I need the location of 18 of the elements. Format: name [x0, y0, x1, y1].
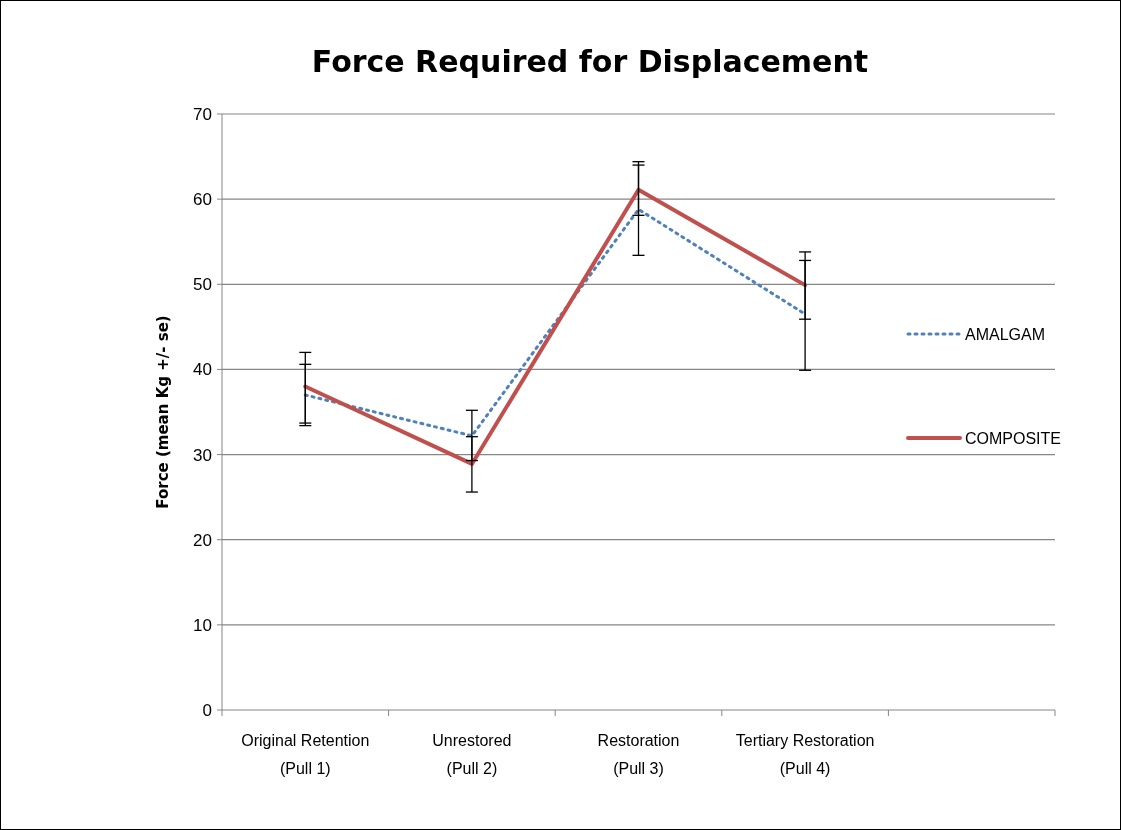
- legend-label: COMPOSITE: [965, 429, 1062, 447]
- x-tick-label: Tertiary Restoration (Pull 4): [735, 732, 875, 777]
- y-tick-label: 10: [193, 615, 212, 635]
- y-axis-title: Force (mean Kg +/- se): [154, 315, 172, 509]
- y-tick-label: 60: [193, 190, 212, 210]
- y-tick-label: 0: [202, 700, 212, 720]
- y-tick-label: 20: [193, 530, 212, 550]
- line-series: [303, 187, 808, 466]
- line-series: [303, 207, 807, 438]
- x-tick-label: Original Retention (Pull 1): [241, 732, 370, 777]
- y-tick-label: 50: [193, 275, 212, 295]
- y-tick-label: 30: [193, 445, 212, 465]
- chart-title: Force Required for Displacement: [311, 44, 869, 79]
- y-tick-label: 40: [193, 360, 212, 380]
- x-tick-label: Unrestored (Pull 2): [432, 732, 512, 777]
- y-tick-label: 70: [193, 104, 212, 124]
- x-tick-label: Restoration (Pull 3): [597, 732, 680, 777]
- legend-label: AMALGAM: [965, 325, 1046, 343]
